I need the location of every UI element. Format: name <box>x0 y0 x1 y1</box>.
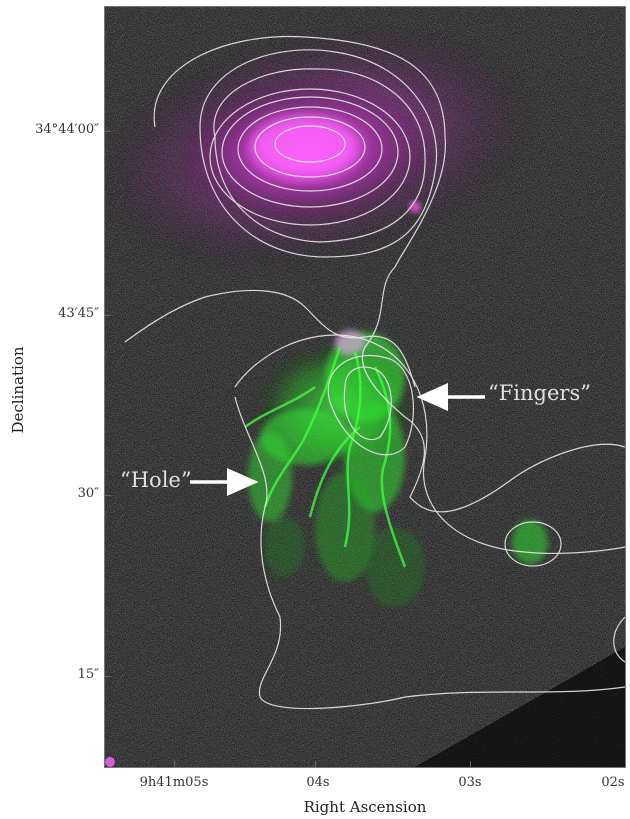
xtick-mark <box>315 761 316 767</box>
xtick-label: 02s <box>601 775 625 790</box>
xtick-label: 03s <box>458 775 482 790</box>
green-filament-strands <box>244 346 407 568</box>
shadow-wedge <box>415 647 625 767</box>
ytick-mark <box>105 131 111 132</box>
hole-label: “Hole” <box>120 468 192 492</box>
contours <box>124 35 625 710</box>
ytick-mark <box>105 315 111 316</box>
xtick-label: 04s <box>306 775 330 790</box>
xtick-mark <box>174 761 175 767</box>
ytick-label: 15″ <box>77 667 99 682</box>
ytick-label: 34°44′00″ <box>35 122 99 137</box>
sky-image <box>105 7 625 767</box>
y-axis-title: Declination <box>9 346 27 434</box>
xtick-label: 9h41m05s <box>139 775 209 790</box>
ytick-label: 43′45″ <box>58 306 99 321</box>
magenta-knot <box>409 201 421 213</box>
ytick-label: 30″ <box>77 486 99 501</box>
magenta-star <box>105 757 115 767</box>
galaxy-core <box>250 115 360 179</box>
ytick-mark <box>105 495 111 496</box>
fingers-label: “Fingers” <box>488 381 591 405</box>
sky-image-panel <box>104 6 626 768</box>
ytick-mark <box>105 676 111 677</box>
xtick-mark <box>470 761 471 767</box>
green-emission <box>248 330 548 607</box>
x-axis-title: Right Ascension <box>303 798 427 816</box>
